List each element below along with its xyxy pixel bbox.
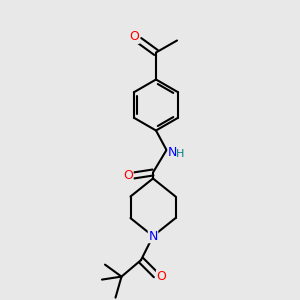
- Text: N: N: [168, 146, 177, 159]
- Text: O: O: [157, 270, 166, 283]
- Text: O: O: [123, 169, 133, 182]
- Text: O: O: [129, 30, 139, 44]
- Text: H: H: [176, 149, 184, 159]
- Text: N: N: [148, 230, 158, 243]
